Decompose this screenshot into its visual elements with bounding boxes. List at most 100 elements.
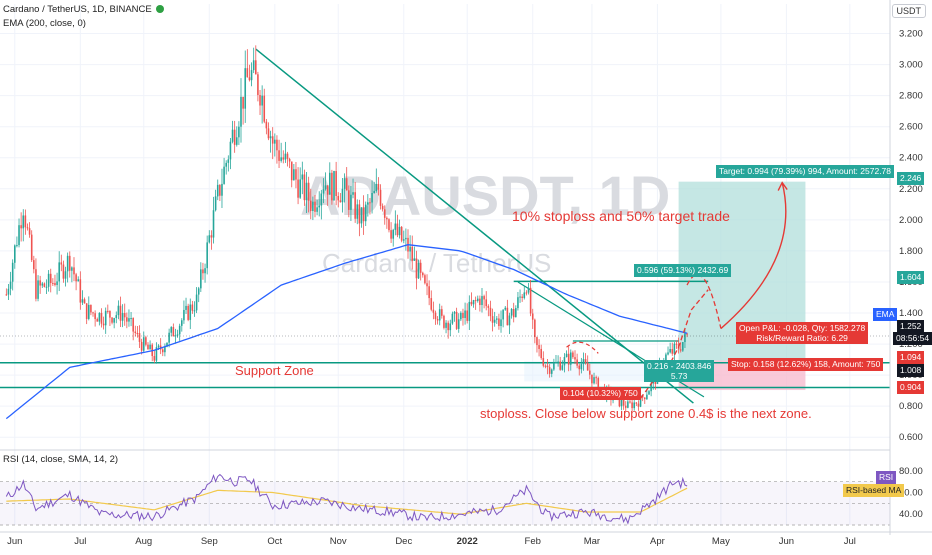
candle-body bbox=[354, 192, 356, 219]
candle-body bbox=[161, 349, 164, 353]
candle-body bbox=[305, 182, 308, 201]
candle-body bbox=[64, 271, 67, 279]
candle-body bbox=[527, 287, 530, 293]
candle-body bbox=[246, 68, 249, 78]
candle-body bbox=[637, 403, 640, 407]
candle-body bbox=[648, 391, 650, 395]
candle-body bbox=[83, 299, 86, 304]
candle-body bbox=[466, 310, 468, 321]
entry-box-line-1: 0.216 - 2403.846 bbox=[647, 361, 712, 371]
candle-body bbox=[259, 94, 261, 106]
candle-body bbox=[73, 267, 75, 275]
candle-body bbox=[650, 383, 652, 392]
candle-body bbox=[98, 312, 101, 322]
candle-body bbox=[119, 305, 122, 321]
candle-body bbox=[586, 362, 589, 371]
time-tick-label: Aug bbox=[135, 536, 152, 547]
candle-body bbox=[553, 362, 555, 370]
entry-box-line-2: 5.73 bbox=[670, 371, 688, 381]
candle-body bbox=[204, 268, 206, 274]
candle-body bbox=[635, 402, 638, 404]
candle-body bbox=[170, 327, 173, 333]
candle-body bbox=[208, 235, 211, 243]
candle-body bbox=[620, 399, 623, 407]
time-tick-label: Nov bbox=[330, 536, 347, 547]
candle-body bbox=[578, 365, 581, 370]
candle-body bbox=[388, 219, 390, 231]
candle-body bbox=[498, 318, 500, 327]
candle-body bbox=[102, 323, 105, 326]
candle-body bbox=[331, 172, 333, 201]
candle-body bbox=[542, 358, 545, 366]
candle-body bbox=[593, 377, 595, 384]
candle-body bbox=[348, 190, 350, 210]
candle-body bbox=[9, 281, 12, 289]
candle-body bbox=[686, 333, 688, 335]
rsi-header[interactable]: RSI (14, close, SMA, 14, 2) bbox=[3, 454, 119, 465]
candle-body bbox=[362, 207, 365, 222]
candle-body bbox=[390, 230, 392, 239]
candle-body bbox=[525, 292, 528, 294]
time-tick-label: Jun bbox=[7, 536, 22, 547]
candle-body bbox=[453, 311, 456, 314]
candle-body bbox=[219, 184, 221, 196]
candle-body bbox=[301, 174, 304, 180]
stop-small-label: 0.104 (10.32%) 750 bbox=[560, 387, 641, 400]
support-zone-label: Support Zone bbox=[235, 363, 314, 378]
candle-body bbox=[485, 299, 488, 307]
candle-body bbox=[293, 169, 295, 181]
candle-body bbox=[639, 395, 642, 407]
candle-body bbox=[117, 305, 120, 316]
candle-body bbox=[155, 347, 158, 361]
candle-body bbox=[413, 258, 416, 261]
time-tick-label: Apr bbox=[650, 536, 665, 547]
candle-body bbox=[508, 315, 511, 326]
candle-body bbox=[316, 207, 318, 212]
candle-body bbox=[85, 303, 88, 319]
ema-badge: EMA bbox=[873, 308, 898, 321]
symbol-header[interactable]: Cardano / TetherUS, 1D, BINANCE bbox=[3, 4, 164, 15]
candle-body bbox=[140, 341, 143, 351]
currency-button[interactable]: USDT bbox=[891, 4, 926, 18]
candle-body bbox=[624, 405, 627, 408]
candle-body bbox=[411, 246, 414, 261]
candle-body bbox=[339, 200, 342, 203]
candle-body bbox=[436, 319, 439, 321]
candle-body bbox=[472, 300, 475, 305]
candle-body bbox=[432, 309, 435, 313]
candle-body bbox=[529, 287, 532, 314]
candle-body bbox=[470, 301, 473, 305]
candle-body bbox=[618, 395, 621, 407]
pnl-label: Open P&L: -0.028, Qty: 1582.278 Risk/Rewa… bbox=[736, 322, 869, 344]
ema-header[interactable]: EMA (200, close, 0) bbox=[3, 18, 86, 29]
candle-body bbox=[314, 201, 316, 212]
candle-body bbox=[33, 260, 35, 270]
price-tick-label: 1.400 bbox=[899, 308, 923, 319]
candle-body bbox=[189, 304, 192, 320]
candle-body bbox=[430, 298, 433, 310]
candle-body bbox=[223, 166, 225, 184]
candle-body bbox=[519, 296, 521, 298]
candle-body bbox=[107, 310, 109, 312]
candle-body bbox=[561, 365, 564, 370]
candle-body bbox=[168, 332, 170, 343]
candle-body bbox=[350, 194, 352, 210]
candle-body bbox=[510, 308, 513, 316]
market-open-icon bbox=[155, 5, 164, 13]
candle-body bbox=[71, 267, 73, 271]
candle-body bbox=[455, 311, 458, 329]
candle-body bbox=[271, 136, 274, 144]
candle-body bbox=[633, 402, 636, 409]
candle-body bbox=[229, 141, 232, 160]
candle-body bbox=[22, 215, 25, 229]
candle-body bbox=[341, 188, 344, 203]
candle-body bbox=[284, 153, 287, 160]
candle-body bbox=[5, 294, 8, 296]
candle-body bbox=[356, 204, 359, 219]
price-tick-label: 2.400 bbox=[899, 153, 923, 164]
candle-body bbox=[438, 309, 441, 321]
candle-body bbox=[557, 361, 559, 363]
downtrend-line bbox=[255, 48, 694, 404]
candle-body bbox=[297, 179, 299, 198]
candle-body bbox=[183, 309, 185, 321]
